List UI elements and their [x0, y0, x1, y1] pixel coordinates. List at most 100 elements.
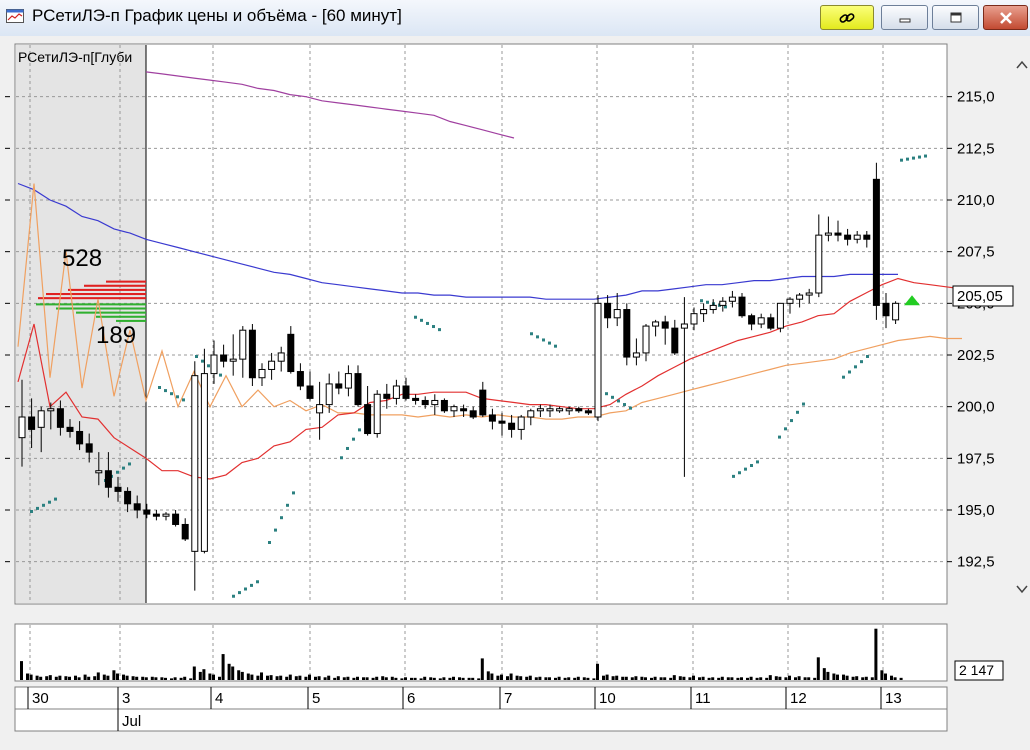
volume-panel — [14, 623, 948, 682]
volume-bar — [371, 677, 375, 680]
candle-down — [66, 426, 74, 432]
volume-bar — [870, 677, 874, 680]
candle-down — [623, 309, 631, 358]
volume-bar — [413, 677, 417, 680]
volume-bar — [794, 677, 797, 680]
volume-bar — [826, 671, 830, 680]
volume-bar — [861, 677, 865, 680]
candle-down — [671, 327, 679, 354]
candle-down — [412, 397, 420, 401]
volume-bar — [672, 675, 676, 680]
volume-bar — [842, 674, 845, 680]
scroll-down-icon[interactable] — [1016, 585, 1028, 594]
x-day-label: 12 — [790, 690, 807, 707]
candle-up — [709, 304, 717, 311]
volume-bar — [135, 676, 139, 680]
candle-up — [536, 408, 544, 412]
volume-bar — [602, 675, 605, 680]
candle-down — [584, 410, 592, 414]
candle-up — [776, 302, 784, 329]
psar-dot — [30, 510, 33, 513]
volume-bar — [279, 675, 283, 680]
volume-bar — [93, 676, 97, 680]
volume-bar — [218, 676, 221, 680]
minimize-button[interactable] — [881, 5, 928, 30]
volume-bar — [125, 675, 129, 680]
volume-bar — [592, 678, 596, 680]
y-tick-label: 195,0 — [957, 502, 995, 519]
candle-up — [853, 234, 861, 240]
y-tick-label: 207,5 — [957, 244, 995, 261]
volume-bar — [365, 677, 369, 680]
volume-bar — [525, 676, 529, 680]
volume-bar — [519, 676, 523, 680]
candle-up — [690, 313, 698, 325]
candle-up — [258, 368, 266, 379]
maximize-button[interactable] — [932, 5, 979, 30]
candle-up — [18, 416, 26, 439]
sma-purple-line — [145, 71, 515, 139]
volume-bar — [803, 677, 807, 680]
psar-dot — [128, 462, 131, 466]
psar-dot — [790, 419, 793, 423]
volume-bar — [692, 675, 695, 680]
volume-bar — [884, 673, 887, 680]
candle-up — [200, 373, 208, 552]
close-button[interactable] — [983, 5, 1028, 30]
volume-bar — [644, 677, 647, 680]
volume-bar — [333, 677, 337, 680]
volume-bar — [534, 677, 538, 680]
candle-down — [181, 523, 189, 540]
candle-up — [796, 294, 804, 300]
volume-bar — [586, 677, 590, 680]
psar-dot — [280, 516, 283, 520]
volume-bar — [874, 628, 878, 680]
title-bar: РСетиЛЭ-п График цены и объёма - [60 мин… — [0, 0, 1030, 37]
sma-blue-line — [17, 182, 898, 300]
psar-dot — [756, 460, 759, 464]
psar-dot — [158, 386, 161, 389]
volume-bar — [864, 676, 868, 680]
scroll-up-icon[interactable] — [1016, 60, 1028, 69]
volume-bar — [663, 677, 667, 680]
volume-bar — [784, 677, 788, 680]
candle-up — [805, 292, 813, 296]
psar-dot — [352, 437, 355, 441]
psar-dot — [860, 360, 863, 364]
psar-dot — [784, 427, 787, 431]
psar-dot — [268, 541, 271, 544]
volume-bar — [711, 677, 715, 680]
volume-bar — [375, 676, 379, 680]
candle-up — [229, 358, 237, 362]
volume-bar — [342, 677, 346, 680]
x-day-label: 5 — [312, 690, 320, 707]
link-button[interactable] — [820, 5, 874, 30]
volume-bar — [506, 676, 509, 680]
psar-dot — [750, 464, 753, 468]
psar-dot — [778, 435, 781, 439]
minimize-icon — [899, 18, 910, 22]
x-day-label: 3 — [122, 690, 130, 707]
volume-bar — [154, 677, 158, 680]
psar-dot — [42, 503, 45, 507]
psar-dot — [122, 466, 125, 470]
volume-bar — [774, 676, 778, 680]
psar-dot — [866, 355, 869, 358]
candle-up — [47, 408, 55, 412]
volume-bar — [688, 677, 692, 680]
volume-bar — [582, 677, 586, 680]
volume-bar — [778, 676, 782, 680]
psar-dot — [802, 402, 805, 406]
depth-ask-bar — [68, 288, 146, 291]
volume-bar — [275, 676, 279, 680]
candle-down — [834, 232, 842, 236]
volume-bar — [48, 675, 52, 680]
date-axis: 30 3 4 5 6 7 10 11 12 13 Jul — [14, 686, 948, 732]
vertical-scrollbar[interactable] — [1014, 44, 1030, 604]
psar-dot — [918, 155, 921, 159]
volume-bar — [596, 663, 599, 680]
volume-bar — [605, 674, 609, 680]
volume-bar — [630, 677, 634, 680]
candle-down — [104, 470, 112, 488]
volume-bar — [486, 671, 490, 680]
